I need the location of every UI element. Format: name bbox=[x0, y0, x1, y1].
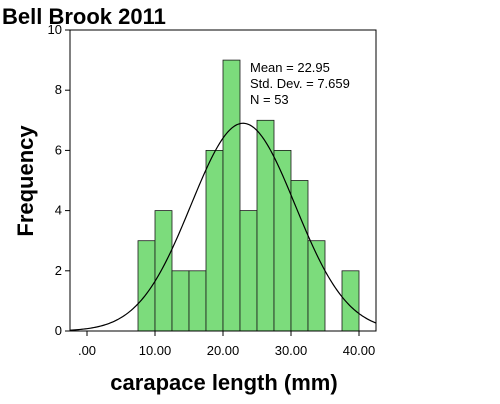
y-tick-label: 8 bbox=[55, 82, 62, 97]
x-tick-label: 10.00 bbox=[139, 343, 172, 358]
histogram-bar bbox=[154, 210, 173, 332]
x-tick-label: 30.00 bbox=[275, 343, 308, 358]
y-tick-label: 10 bbox=[48, 22, 62, 37]
x-axis: .00 10.00 20.00 30.00 40.00 bbox=[78, 331, 375, 358]
histogram-bar bbox=[239, 210, 258, 332]
chart-title: Bell Brook 2011 bbox=[2, 4, 166, 29]
x-tick-label: 40.00 bbox=[343, 343, 376, 358]
x-tick-label: 20.00 bbox=[207, 343, 240, 358]
normal-curve bbox=[69, 122, 377, 331]
stat-std-dev: Std. Dev. = 7.659 bbox=[250, 76, 350, 91]
stat-n: N = 53 bbox=[250, 92, 289, 107]
y-tick-label: 6 bbox=[55, 142, 62, 157]
histogram-bar bbox=[341, 270, 360, 332]
y-tick-label: 4 bbox=[55, 203, 62, 218]
histogram-bar bbox=[222, 59, 241, 332]
histogram-bars bbox=[137, 59, 360, 332]
y-tick-label: 2 bbox=[55, 263, 62, 278]
y-axis: 0 2 4 6 8 10 bbox=[48, 22, 70, 338]
x-tick-label: .00 bbox=[78, 343, 96, 358]
x-axis-title: carapace length (mm) bbox=[110, 370, 337, 395]
histogram-bar bbox=[188, 270, 207, 332]
histogram-bar bbox=[205, 149, 224, 332]
stat-mean: Mean = 22.95 bbox=[250, 60, 330, 75]
histogram-bar bbox=[290, 180, 309, 332]
histogram-bar bbox=[273, 149, 292, 332]
y-tick-label: 0 bbox=[55, 323, 62, 338]
y-axis-title: Frequency bbox=[13, 125, 38, 237]
histogram-bar bbox=[171, 270, 190, 332]
